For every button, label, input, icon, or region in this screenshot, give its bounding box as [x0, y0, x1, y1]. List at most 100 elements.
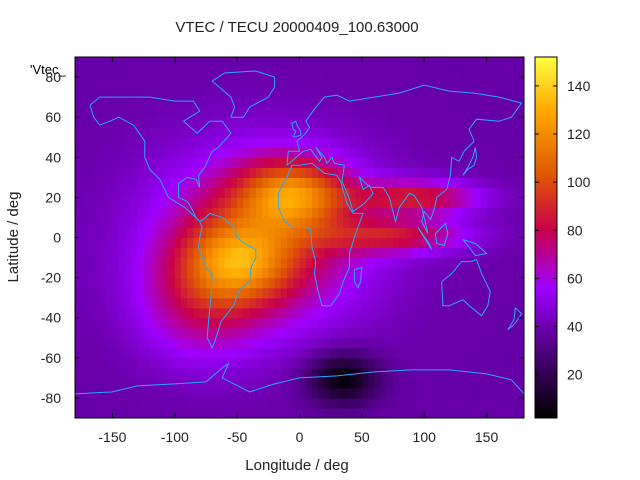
heatmap-cell	[212, 187, 220, 198]
heatmap-cell	[380, 347, 388, 359]
heatmap-cell	[449, 237, 457, 249]
heatmap-cell	[293, 127, 301, 138]
heatmap-cell	[156, 317, 163, 329]
heatmap-cell	[336, 227, 344, 239]
heatmap-cell	[336, 387, 344, 399]
heatmap-cell	[106, 197, 114, 209]
heatmap-cell	[436, 367, 444, 379]
heatmap-cell	[106, 357, 114, 369]
heatmap-cell	[492, 177, 500, 188]
heatmap-cell	[243, 407, 251, 418]
heatmap-cell	[486, 207, 494, 219]
heatmap-cell	[461, 307, 469, 319]
heatmap-cell	[492, 347, 500, 359]
heatmap-cell	[330, 267, 338, 279]
heatmap-cell	[417, 77, 425, 88]
heatmap-cell	[380, 177, 388, 188]
heatmap-cell	[81, 247, 89, 259]
heatmap-cell	[355, 147, 363, 158]
heatmap-cell	[461, 267, 469, 279]
heatmap-cell	[436, 227, 444, 239]
heatmap-cell	[287, 57, 294, 68]
heatmap-cell	[137, 67, 145, 78]
heatmap-cell	[393, 77, 400, 88]
heatmap-cell	[436, 187, 444, 198]
heatmap-cell	[106, 277, 114, 289]
heatmap-cell	[393, 187, 400, 198]
heatmap-cell	[318, 367, 326, 379]
heatmap-cell	[449, 327, 457, 339]
heatmap-cell	[162, 137, 170, 148]
heatmap-cell	[249, 347, 257, 359]
heatmap-cell	[417, 407, 425, 418]
heatmap-cell	[218, 167, 226, 178]
heatmap-cell	[131, 297, 138, 309]
heatmap-cell	[492, 67, 500, 78]
heatmap-cell	[411, 77, 419, 88]
heatmap-cell	[517, 317, 524, 329]
heatmap-cell	[480, 347, 488, 359]
heatmap-cell	[137, 257, 145, 269]
heatmap-cell	[237, 307, 244, 319]
heatmap-cell	[349, 87, 357, 98]
heatmap-cell	[492, 357, 500, 369]
heatmap-cell	[368, 67, 375, 78]
heatmap-cell	[311, 197, 319, 209]
heatmap-cell	[361, 267, 369, 279]
heatmap-cell	[143, 267, 151, 279]
heatmap-cell	[467, 357, 475, 369]
heatmap-cell	[405, 327, 413, 339]
heatmap-cell	[436, 347, 444, 359]
heatmap-cell	[374, 167, 382, 178]
heatmap-cell	[274, 257, 282, 269]
heatmap-cell	[461, 217, 469, 229]
heatmap-cell	[424, 167, 432, 178]
heatmap-cell	[106, 387, 114, 399]
heatmap-cell	[174, 77, 182, 88]
heatmap-cell	[224, 177, 232, 188]
heatmap-cell	[243, 397, 251, 409]
heatmap-cell	[417, 337, 425, 349]
heatmap-cell	[268, 67, 276, 78]
heatmap-cell	[174, 337, 182, 349]
heatmap-cell	[411, 197, 419, 209]
heatmap-cell	[137, 207, 145, 219]
heatmap-cell	[411, 397, 419, 409]
heatmap-cell	[99, 137, 107, 148]
heatmap-cell	[336, 187, 344, 198]
heatmap-cell	[112, 337, 120, 349]
heatmap-cell	[287, 227, 294, 239]
heatmap-cell	[505, 357, 513, 369]
heatmap-cell	[255, 207, 263, 219]
heatmap-cell	[374, 397, 382, 409]
heatmap-cell	[380, 267, 388, 279]
heatmap-cell	[287, 177, 294, 188]
heatmap-cell	[505, 207, 513, 219]
heatmap-cell	[393, 87, 400, 98]
heatmap-cell	[249, 367, 257, 379]
heatmap-cell	[517, 217, 524, 229]
heatmap-cell	[255, 397, 263, 409]
heatmap-cell	[124, 307, 132, 319]
heatmap-cell	[517, 377, 524, 389]
heatmap-cell	[262, 347, 269, 359]
heatmap-cell	[505, 367, 513, 379]
heatmap-cell	[449, 97, 457, 108]
heatmap-cell	[380, 137, 388, 148]
heatmap-cell	[455, 237, 463, 249]
heatmap-cell	[99, 67, 107, 78]
heatmap-cell	[343, 157, 350, 168]
heatmap-cell	[137, 167, 145, 178]
heatmap-cell	[187, 337, 195, 349]
heatmap-cell	[330, 137, 338, 148]
heatmap-cell	[143, 297, 151, 309]
heatmap-cell	[455, 297, 463, 309]
heatmap-cell	[187, 257, 195, 269]
heatmap-cell	[174, 97, 182, 108]
heatmap-cell	[517, 237, 524, 249]
heatmap-cell	[156, 177, 163, 188]
heatmap-cell	[324, 407, 332, 418]
heatmap-cell	[336, 217, 344, 229]
heatmap-cell	[156, 167, 163, 178]
heatmap-cell	[174, 317, 182, 329]
